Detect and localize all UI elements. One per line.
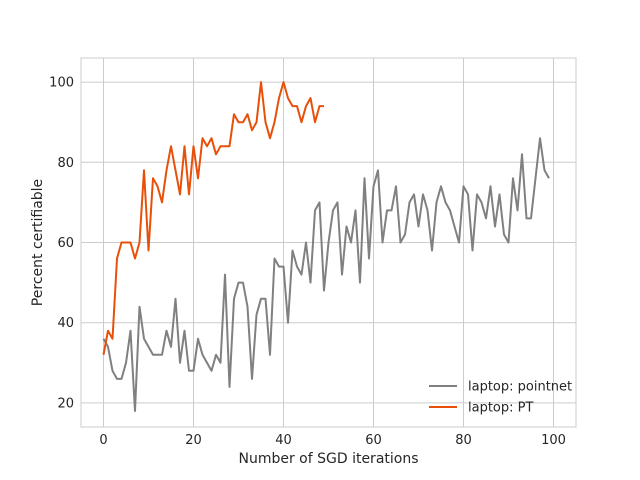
series-line-pointnet [102, 137, 550, 412]
x-tick-label: 0 [99, 433, 107, 448]
x-tick-label: 60 [365, 433, 382, 448]
y-tick-label: 20 [57, 396, 74, 411]
y-tick-label: 100 [49, 76, 74, 91]
x-tick-label: 100 [541, 433, 566, 448]
series-lines [102, 81, 550, 412]
legend-label: laptop: PT [468, 401, 533, 416]
series-line-pt [102, 81, 324, 355]
legend: laptop: pointnet laptop: PT [429, 380, 572, 416]
plot-area-frame [80, 57, 577, 428]
y-tick-label: 80 [57, 156, 74, 171]
y-axis-label: Percent certifiable [30, 179, 46, 306]
y-tick-label: 40 [57, 316, 74, 331]
legend-label: laptop: pointnet [468, 380, 572, 395]
y-tick-labels: 20 40 60 80 100 [49, 76, 74, 412]
x-tick-label: 20 [185, 433, 202, 448]
x-tick-label: 40 [275, 433, 292, 448]
x-tick-label: 80 [455, 433, 472, 448]
y-tick-label: 60 [57, 236, 74, 251]
x-axis-label: Number of SGD iterations [238, 451, 418, 467]
x-tick-labels: 0 20 40 60 80 100 [99, 433, 566, 448]
